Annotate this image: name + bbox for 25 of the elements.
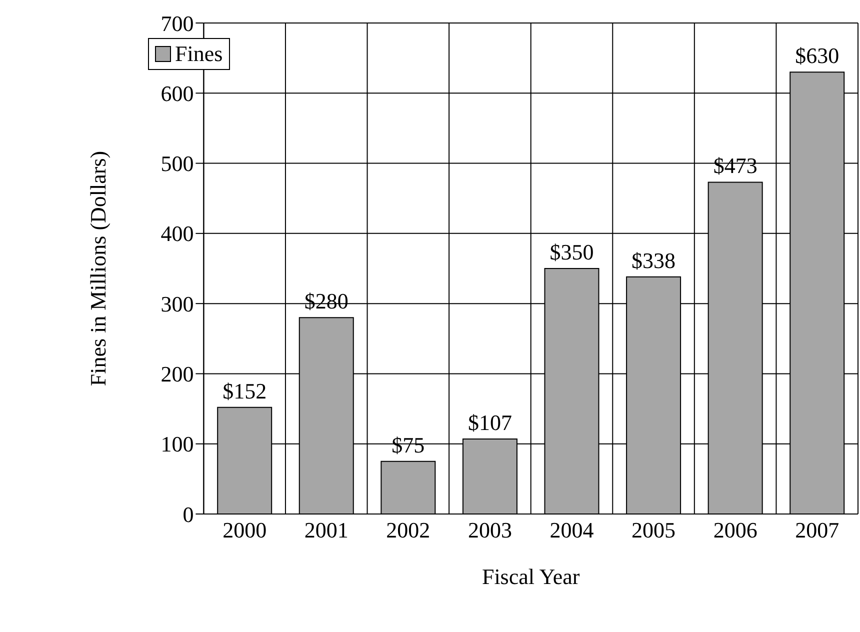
data-label: $350 xyxy=(550,240,594,264)
x-tick-label: 2002 xyxy=(386,518,430,543)
y-axis-title: Fines in Millions (Dollars) xyxy=(85,150,110,386)
data-label: $152 xyxy=(222,378,267,404)
y-tick-label: 600 xyxy=(160,80,194,106)
y-tick-label: 400 xyxy=(160,221,194,246)
x-tick-label: 2007 xyxy=(795,518,840,543)
y-tick-label: 700 xyxy=(160,10,194,36)
x-tick-label: 2000 xyxy=(222,518,267,543)
data-label: $338 xyxy=(632,248,676,273)
data-label: $107 xyxy=(468,410,512,435)
x-tick-label: 2001 xyxy=(304,518,348,543)
x-tick-label: 2003 xyxy=(468,518,512,543)
data-label: $630 xyxy=(795,43,840,68)
y-tick-label: 500 xyxy=(160,151,194,176)
legend-label: Fines xyxy=(175,41,223,67)
y-tick-label: 0 xyxy=(182,502,194,527)
y-tick-label: 200 xyxy=(160,362,194,387)
y-tick-label: 100 xyxy=(160,432,194,457)
x-tick-label: 2006 xyxy=(713,518,758,543)
x-axis-title: Fiscal Year xyxy=(482,564,580,589)
x-tick-label: 2004 xyxy=(550,518,594,543)
x-tick-label: 2005 xyxy=(632,518,676,543)
y-tick-label: 300 xyxy=(160,291,194,316)
bar xyxy=(380,460,436,514)
